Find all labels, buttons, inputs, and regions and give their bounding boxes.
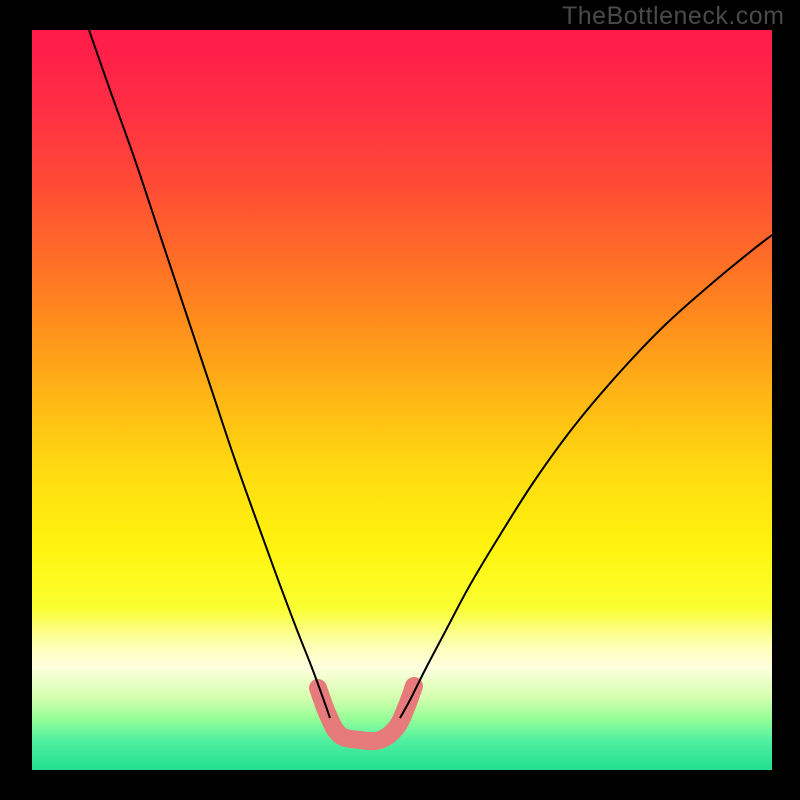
trough-marker — [318, 686, 414, 741]
curve-overlay — [0, 0, 800, 800]
chart-container: TheBottleneck.com — [0, 0, 800, 800]
curve-right — [400, 235, 772, 718]
curve-left — [89, 30, 330, 718]
watermark-label: TheBottleneck.com — [562, 2, 785, 31]
